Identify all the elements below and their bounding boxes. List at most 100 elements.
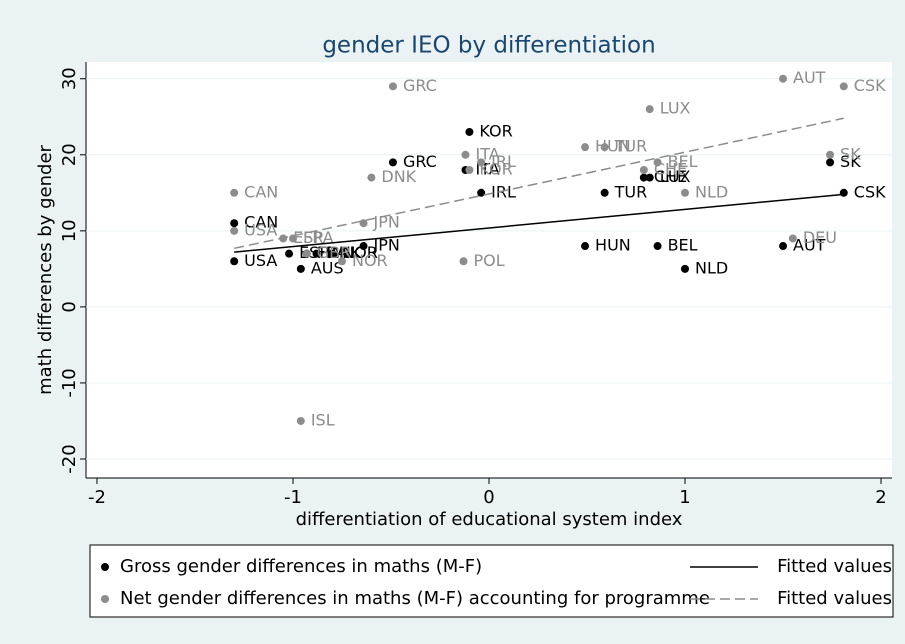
point: [779, 74, 788, 83]
point-label: BEL: [668, 152, 698, 171]
point: [465, 165, 474, 174]
point-label: GRC: [403, 76, 437, 95]
point: [459, 257, 468, 266]
point: [230, 219, 239, 228]
point-label: AUS: [311, 258, 344, 277]
y-axis-label: math differences by gender: [35, 144, 56, 394]
point: [581, 143, 590, 152]
x-tick-label: -1: [284, 487, 302, 508]
point-label: CSK: [854, 76, 886, 95]
point: [826, 150, 835, 159]
y-tick-label: -10: [59, 368, 80, 397]
point-label: ESP: [293, 228, 323, 247]
point-label: NOR: [352, 251, 388, 270]
point: [388, 158, 397, 167]
point-label: CHE: [654, 159, 687, 178]
legend-label: Gross gender differences in maths (M-F): [120, 556, 482, 577]
point: [839, 188, 848, 197]
point: [230, 257, 239, 266]
point: [600, 188, 609, 197]
point-label: TUR: [614, 137, 648, 156]
point: [302, 249, 311, 258]
point: [645, 173, 654, 182]
point-label: AUT: [793, 236, 826, 255]
plot-area: [86, 62, 892, 478]
point-label: GBR: [317, 243, 352, 262]
point: [779, 242, 788, 251]
point: [581, 242, 590, 251]
point: [230, 226, 239, 235]
point-label: BEL: [668, 236, 698, 255]
point: [296, 264, 305, 273]
point: [312, 249, 321, 258]
point: [681, 264, 690, 273]
point: [367, 173, 376, 182]
x-tick-label: 1: [679, 487, 690, 508]
point: [477, 188, 486, 197]
fit-line: [234, 117, 844, 250]
point: [359, 219, 368, 228]
x-tick-label: 2: [875, 487, 886, 508]
point-label: POL: [474, 251, 505, 270]
point: [653, 242, 662, 251]
y-tick-label: 10: [59, 219, 80, 242]
chart-title: gender IEO by differentiation: [322, 33, 655, 59]
point-label: LUX: [660, 99, 691, 118]
point-label: CHE: [654, 167, 687, 186]
point: [788, 234, 797, 243]
point-label: CSK: [854, 182, 886, 201]
point: [230, 188, 239, 197]
point: [337, 257, 346, 266]
point-label: NLD: [695, 182, 728, 201]
point-label: NLD: [695, 258, 728, 277]
point: [826, 158, 835, 167]
fit-line: [234, 193, 844, 253]
point: [461, 150, 470, 159]
point: [296, 416, 305, 425]
point: [600, 143, 609, 152]
point: [288, 234, 297, 243]
point: [839, 82, 848, 91]
point-label: AUT: [793, 68, 826, 87]
point-label: KOR: [479, 159, 512, 178]
point-label: USA: [244, 251, 277, 270]
point-label: GRC: [403, 152, 437, 171]
y-tick-label: 20: [59, 143, 80, 166]
point: [653, 158, 662, 167]
point: [639, 165, 648, 174]
legend-label: Fitted values: [777, 588, 892, 609]
point-label: IRL: [491, 152, 516, 171]
legend-label: Fitted values: [777, 556, 892, 577]
legend-dot: [101, 595, 109, 603]
point-label: CAN: [244, 182, 278, 201]
point: [285, 249, 294, 258]
point: [328, 249, 337, 258]
point-label: SK: [840, 144, 861, 163]
point: [359, 242, 368, 251]
point-label: NOR: [342, 243, 378, 262]
point-label: HUN: [595, 236, 631, 255]
legend-label: Net gender differences in maths (M-F) ac…: [120, 588, 710, 609]
point-label: LUX: [660, 167, 691, 186]
x-tick-label: 0: [483, 487, 494, 508]
point-label: JPN: [373, 236, 400, 255]
point: [681, 188, 690, 197]
y-tick-label: 30: [59, 67, 80, 90]
point-label: DNK: [327, 243, 362, 262]
point-label: JPN: [373, 213, 400, 232]
point-label: DEU: [803, 228, 837, 247]
point-label: TUR: [614, 182, 648, 201]
legend: [89, 544, 894, 618]
x-tick-label: -2: [88, 487, 106, 508]
point: [477, 158, 486, 167]
point-label: CAN: [244, 213, 278, 232]
point-label: USA: [244, 220, 277, 239]
y-tick-label: 0: [59, 301, 80, 312]
x-axis-label: differentiation of educational system in…: [296, 509, 683, 530]
point-label: IRL: [491, 182, 516, 201]
y-tick-label: -20: [59, 444, 80, 473]
point-label: DNK: [381, 167, 416, 186]
point: [645, 105, 654, 114]
